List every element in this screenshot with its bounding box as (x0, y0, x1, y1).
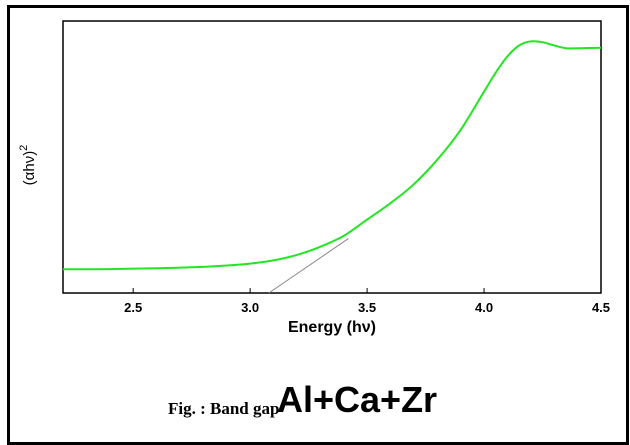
figure-caption: Fig. : Band gap (168, 399, 280, 418)
x-tick-label: 3.0 (241, 300, 259, 315)
absorption-curve (62, 40, 602, 271)
plot-area-border (62, 20, 602, 294)
x-tick-label: 2.5 (124, 300, 142, 315)
x-tick-label: 3.5 (358, 300, 376, 315)
y-axis-title: (αhν)2 (18, 145, 38, 186)
y-axis-title-superscript: 2 (18, 145, 30, 151)
x-axis: 2.5 3.0 3.5 4.0 4.5 (124, 288, 610, 315)
x-tick-label: 4.5 (592, 300, 610, 315)
sample-label: Al+Ca+Zr (277, 379, 438, 420)
plot-series (62, 40, 602, 294)
y-axis-title-base: (αhν) (21, 151, 38, 186)
x-tick-label: 4.0 (475, 300, 493, 315)
tangent-fit-line (268, 238, 349, 294)
band-gap-chart: 2.5 3.0 3.5 4.0 4.5 Energy (hν) (αhν)2 (18, 20, 610, 336)
x-axis-title: Energy (hν) (288, 319, 376, 336)
figure-frame (7, 5, 629, 445)
